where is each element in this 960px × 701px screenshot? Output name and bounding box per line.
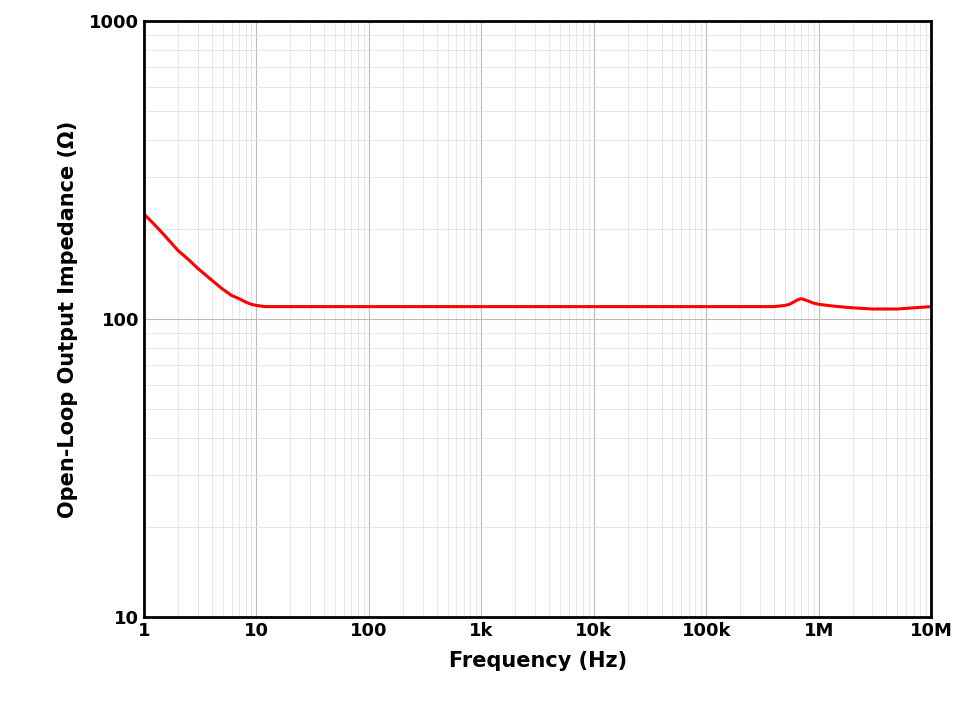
Y-axis label: Open-Loop Output Impedance (Ω): Open-Loop Output Impedance (Ω): [58, 121, 78, 517]
X-axis label: Frequency (Hz): Frequency (Hz): [448, 651, 627, 671]
